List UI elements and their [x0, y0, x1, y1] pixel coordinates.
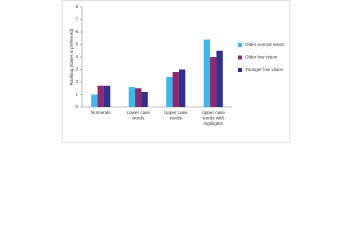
bar: [210, 57, 217, 107]
y-tick-label: 6: [75, 29, 78, 34]
y-tick-label: 1: [75, 92, 78, 97]
chart-frame: [61, 0, 291, 143]
x-tick-label: Upper case words with highlights: [202, 110, 226, 126]
y-tick-label: 2: [75, 79, 78, 84]
legend-swatch: [238, 43, 242, 47]
y-tick-label: 5: [75, 42, 78, 47]
y-axis-label: Ranking (lower is preferred): [69, 28, 74, 85]
legend-swatch: [238, 55, 242, 60]
chart: Ranking (lower is preferred) 0 1 2 3 4 5 6 7 8 Nu…: [61, 0, 291, 143]
legend-label: Younger low vision: [245, 67, 284, 72]
bar: [128, 87, 136, 107]
bar: [172, 72, 179, 107]
y-tick-label: 7: [75, 17, 78, 22]
bar: [203, 39, 211, 107]
bar: [97, 85, 104, 107]
y-tick-label: 8: [75, 4, 78, 9]
x-tick-label: Upper case words: [164, 110, 188, 121]
page: {"chart_data": {"type": "bar", "y_label"…: [61, 0, 291, 143]
x-tick-label: Lower case words: [127, 110, 151, 121]
bar: [103, 85, 111, 107]
y-tick-label: 3: [75, 67, 78, 72]
bar: [135, 88, 142, 107]
bar: [91, 94, 98, 107]
x-tick-label: Numerals: [91, 110, 111, 115]
bar: [178, 69, 186, 107]
legend-swatch: [238, 68, 242, 72]
bar: [216, 50, 223, 107]
y-tick-label: 0: [75, 104, 78, 109]
legend-label: Older normal vision: [245, 42, 285, 47]
bar: [141, 92, 148, 107]
y-tick-label: 4: [75, 54, 78, 59]
bar: [166, 77, 173, 107]
legend-label: Older low vision: [245, 55, 278, 60]
